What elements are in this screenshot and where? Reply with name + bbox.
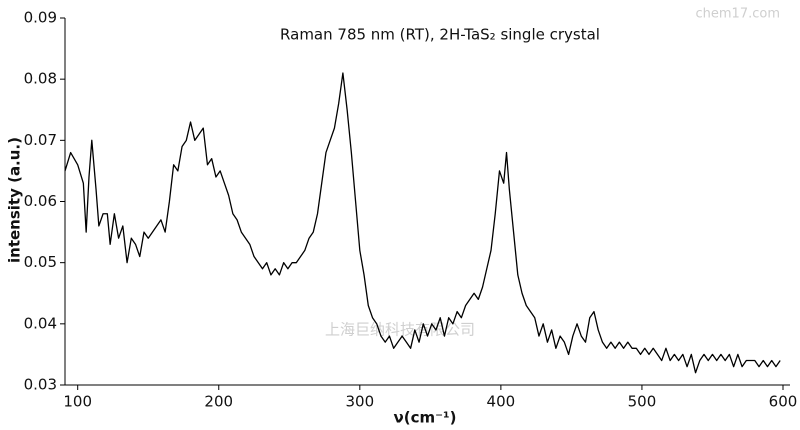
x-axis-title: ν(cm⁻¹) <box>394 409 457 427</box>
y-tick-label: 0.06 <box>24 192 57 210</box>
spectrum-line <box>64 72 781 374</box>
y-tick-label: 0.07 <box>24 131 57 149</box>
y-tick-label: 0.04 <box>24 314 57 332</box>
x-tick-label: 500 <box>628 393 657 411</box>
x-tick-label: 400 <box>487 393 516 411</box>
y-axis-title: intensity (a.u.) <box>6 137 24 263</box>
x-tick-label: 600 <box>769 393 798 411</box>
y-tick-label: 0.05 <box>24 253 57 271</box>
watermark: chem17.com <box>696 7 781 22</box>
y-tick-label: 0.09 <box>24 9 57 27</box>
chart-title: Raman 785 nm (RT), 2H-TaS₂ single crysta… <box>280 26 600 44</box>
x-tick-label: 300 <box>345 393 374 411</box>
y-tick-label: 0.08 <box>24 70 57 88</box>
y-tick-label: 0.03 <box>24 376 57 394</box>
x-tick-label: 100 <box>63 393 92 411</box>
x-tick-label: 200 <box>204 393 233 411</box>
